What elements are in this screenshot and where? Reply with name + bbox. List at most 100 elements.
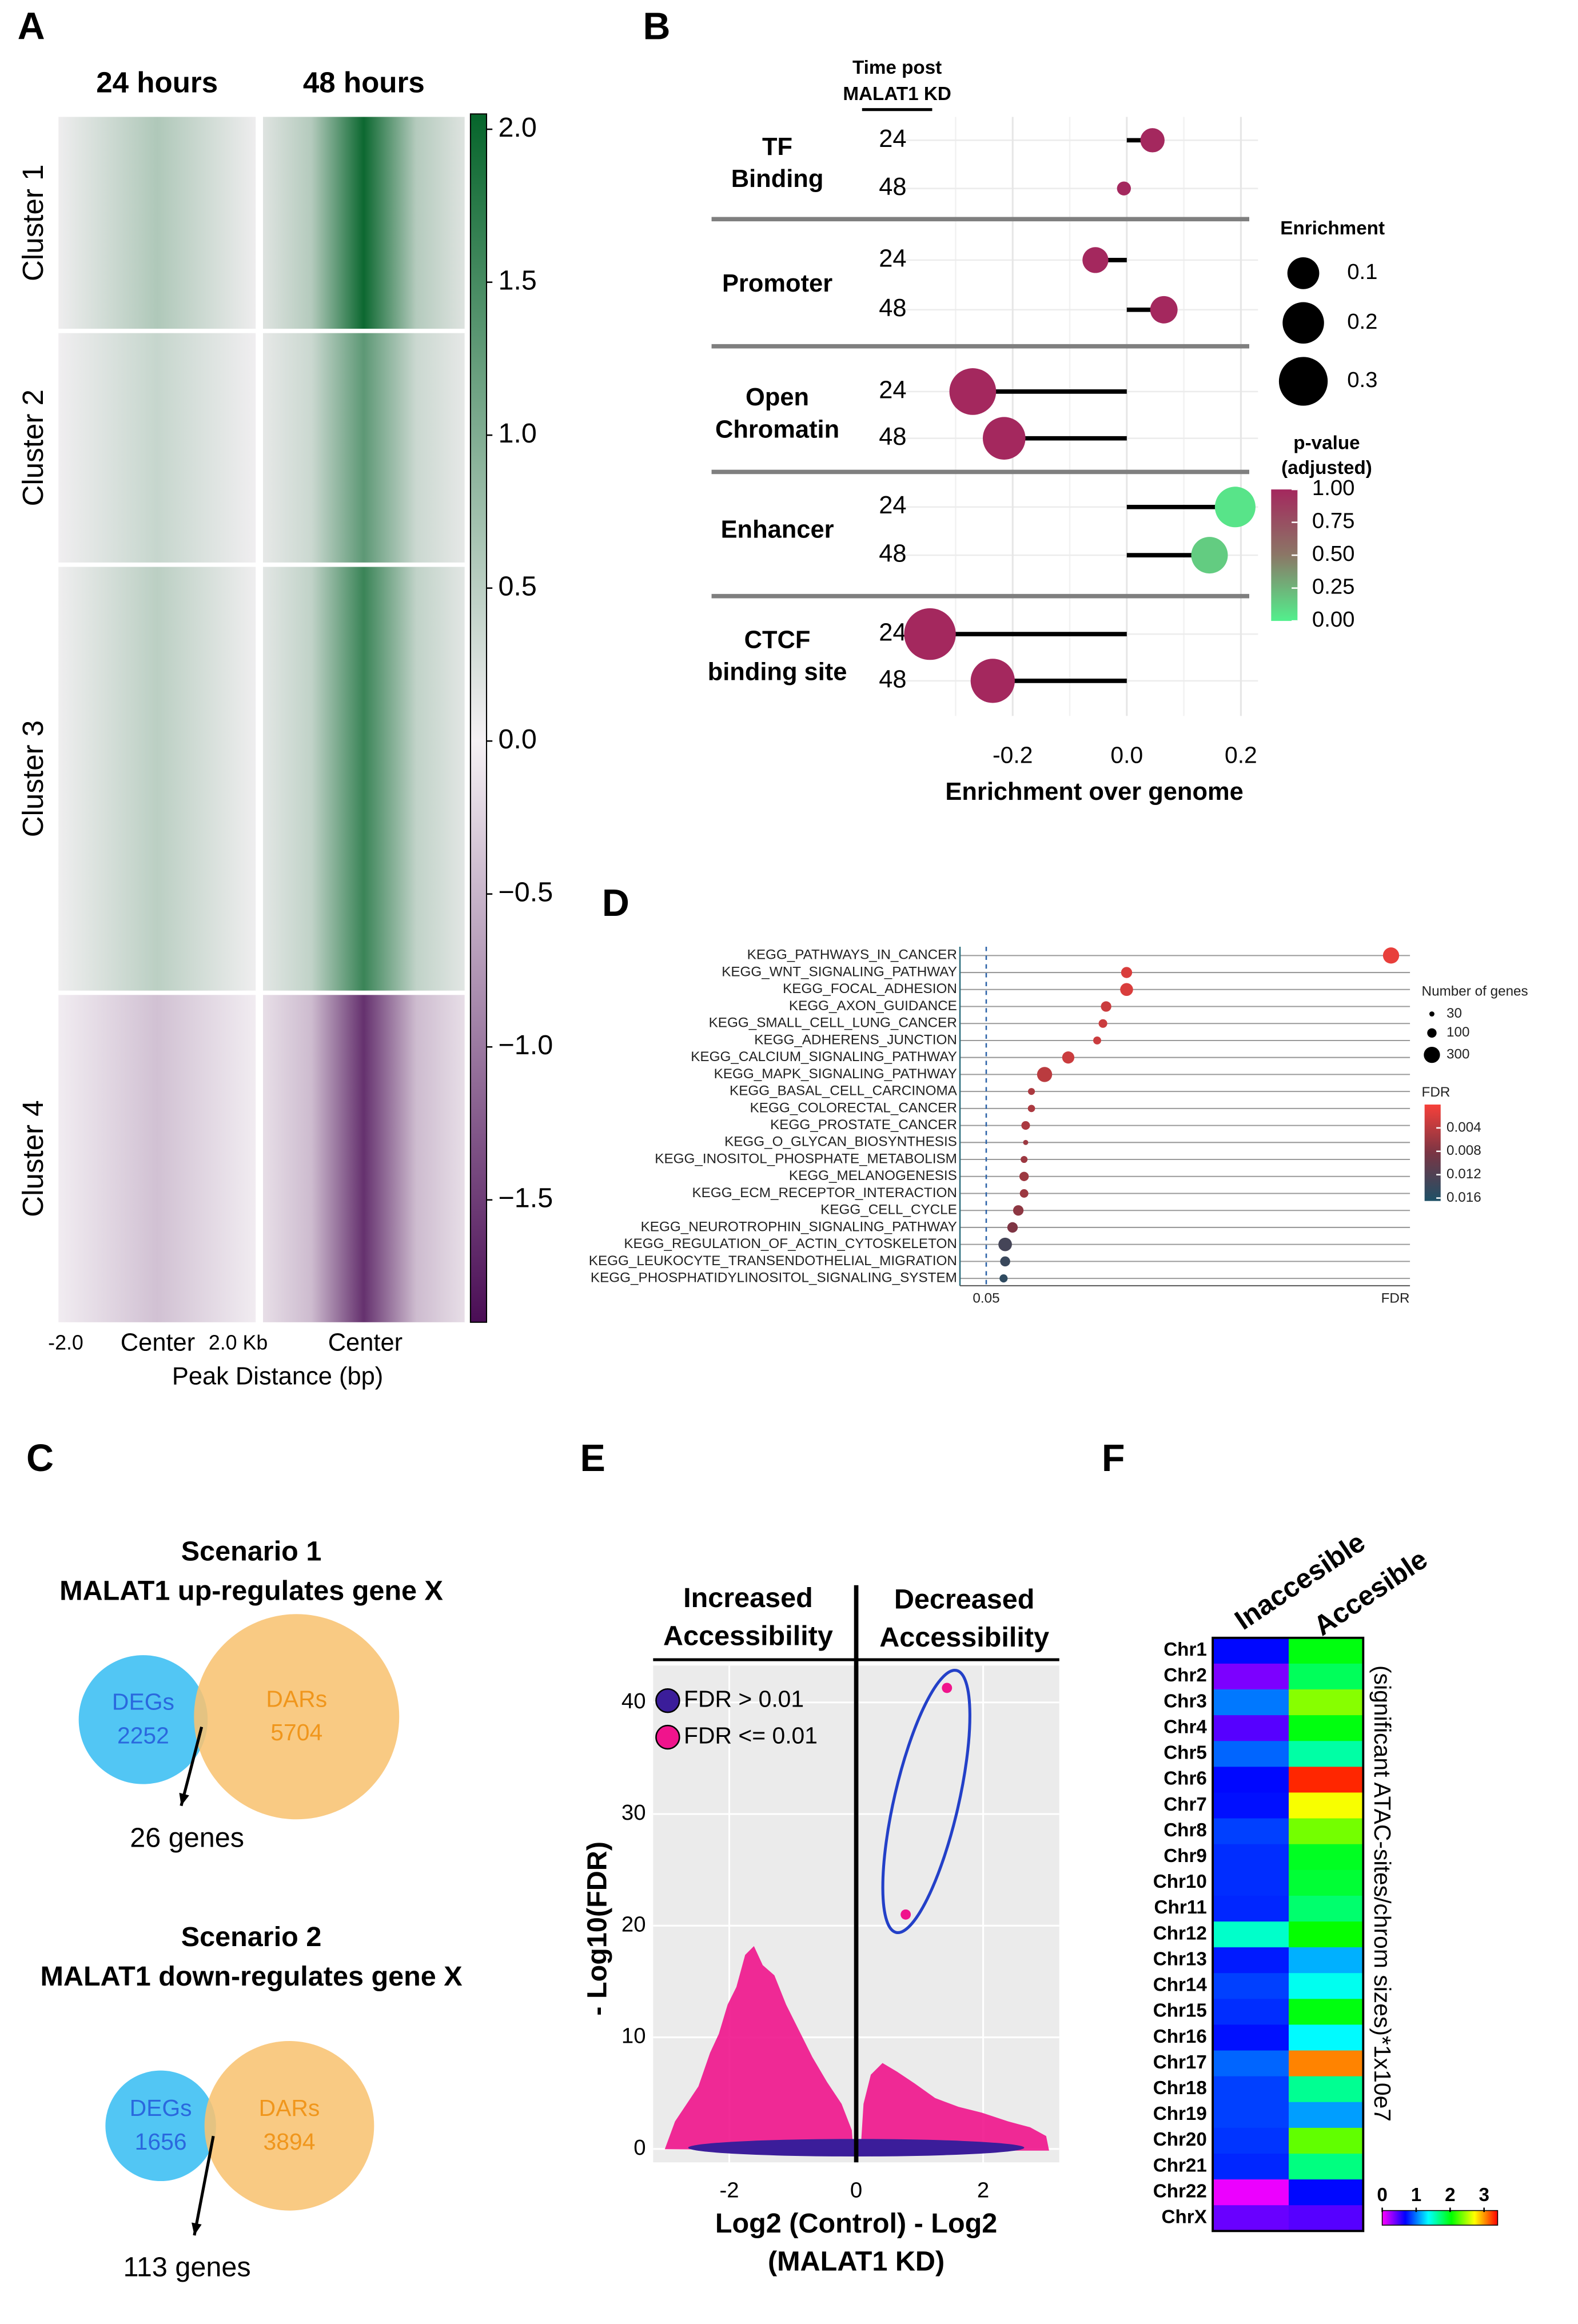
colorbar-tick-label: 0 bbox=[1377, 2185, 1387, 2206]
point bbox=[942, 1683, 953, 1693]
arrow-shaft bbox=[193, 2135, 215, 2236]
heatmap-cell bbox=[1289, 1741, 1364, 1768]
dot bbox=[1382, 947, 1400, 964]
row-label: Chr15 bbox=[1153, 2000, 1207, 2022]
heatmap-stripe bbox=[263, 117, 465, 329]
arrow-head bbox=[192, 2222, 202, 2236]
size-legend-dot bbox=[1278, 357, 1328, 406]
category-label: KEGG_NEUROTROPHIN_SIGNALING_PATHWAY bbox=[641, 1219, 957, 1234]
category-label: KEGG_LEUKOCYTE_TRANSENDOTHELIAL_MIGRATIO… bbox=[589, 1253, 957, 1269]
set-name: DEGs bbox=[112, 1689, 174, 1715]
heatmap-cell bbox=[1289, 1689, 1364, 1716]
heatmap-cell bbox=[1289, 1637, 1364, 1664]
y-tick-label: 30 bbox=[621, 1800, 646, 1825]
time-label: 24 bbox=[879, 376, 906, 404]
category-label: KEGG_CELL_CYCLE bbox=[820, 1202, 957, 1218]
row-label: Chr2 bbox=[1163, 1665, 1207, 1686]
category-label: KEGG_PROSTATE_CANCER bbox=[770, 1117, 957, 1133]
heatmap-cell bbox=[1289, 2154, 1364, 2180]
row-label: Chr6 bbox=[1163, 1768, 1207, 1789]
header: MALAT1 KD bbox=[843, 83, 951, 105]
dot bbox=[1019, 1171, 1029, 1181]
category-label: KEGG_SMALL_CELL_LUNG_CANCER bbox=[709, 1015, 957, 1031]
time-label: 24 bbox=[879, 125, 906, 153]
heatmap-cell bbox=[1213, 1973, 1289, 2000]
dot bbox=[1000, 1256, 1010, 1267]
size-legend-dot bbox=[1282, 302, 1324, 344]
legend-label: FDR > 0.01 bbox=[684, 1685, 804, 1712]
x-tick-label: 0.0 bbox=[1110, 742, 1143, 768]
row-label: Chr10 bbox=[1153, 1871, 1207, 1892]
heatmap-cell bbox=[1213, 2076, 1289, 2103]
colorbar-label: (significant ATAC-sites/chrom sizes)*1x1… bbox=[1369, 1665, 1396, 2122]
size-legend-label: 300 bbox=[1446, 1047, 1470, 1062]
x-tick-label: -2 bbox=[719, 2178, 739, 2202]
time-label: 48 bbox=[879, 540, 906, 568]
time-label: 48 bbox=[879, 294, 906, 322]
panel-label: F bbox=[1102, 1437, 1125, 1480]
group-label: Enhancer bbox=[721, 516, 834, 543]
point bbox=[900, 1909, 911, 1920]
heatmap-cell bbox=[1213, 1689, 1289, 1716]
category-label: KEGG_REGULATION_OF_ACTIN_CYTOSKELETON bbox=[624, 1236, 957, 1251]
x-tick-label: 0.2 bbox=[1225, 742, 1257, 768]
category-label: KEGG_PATHWAYS_IN_CANCER bbox=[747, 947, 957, 963]
time-label: 24 bbox=[879, 619, 906, 647]
row-label: Chr22 bbox=[1153, 2181, 1207, 2202]
heatmap-cell bbox=[1289, 2127, 1364, 2154]
row-label: Chr20 bbox=[1153, 2129, 1207, 2150]
colorbar-tick-label: −1.5 bbox=[498, 1183, 553, 1214]
legend-swatch bbox=[655, 1688, 680, 1713]
colorbar-tick-label: 1.00 bbox=[1312, 476, 1355, 500]
heatmap-border bbox=[1212, 1636, 1365, 2233]
y-tick-label: 0 bbox=[633, 2135, 645, 2160]
size-legend-label: 30 bbox=[1446, 1006, 1462, 1021]
colorbar bbox=[1381, 2210, 1499, 2226]
colorbar bbox=[469, 113, 488, 1323]
venn-set bbox=[105, 2070, 216, 2182]
category-label: KEGG_MELANOGENESIS bbox=[789, 1168, 957, 1183]
heatmap-cell bbox=[1289, 1792, 1364, 1819]
legend-swatch bbox=[655, 1724, 680, 1750]
colorbar-tick-label: 0.008 bbox=[1446, 1143, 1481, 1158]
row-label: Chr11 bbox=[1154, 1897, 1207, 1918]
row-label: Cluster 4 bbox=[17, 1100, 49, 1217]
dot bbox=[1027, 1105, 1035, 1113]
y-tick-label: 20 bbox=[621, 1912, 646, 1936]
row-label: Chr4 bbox=[1163, 1716, 1207, 1737]
row-label: Cluster 1 bbox=[17, 164, 49, 281]
group-label: Chromatin bbox=[715, 416, 839, 443]
time-label: 24 bbox=[879, 245, 906, 272]
colorbar-tick-label: 0.016 bbox=[1446, 1190, 1481, 1205]
row-label: Chr17 bbox=[1153, 2052, 1207, 2073]
y-tick-label: 10 bbox=[621, 2024, 646, 2048]
row-label: Cluster 2 bbox=[17, 389, 49, 507]
colorbar-tick-label: 1 bbox=[1411, 2185, 1421, 2206]
dot bbox=[1093, 1037, 1101, 1045]
heatmap-cell bbox=[1289, 1844, 1364, 1871]
dot bbox=[1023, 1139, 1029, 1145]
category-label: KEGG_BASAL_CELL_CARCINOMA bbox=[730, 1083, 958, 1099]
heatmap-stripe bbox=[263, 567, 465, 991]
scenario-title: Scenario 2 bbox=[181, 1922, 322, 1952]
heatmap-cell bbox=[1289, 2102, 1364, 2128]
heatmap-cell bbox=[1213, 1947, 1289, 1974]
heatmap-cell bbox=[1289, 1895, 1364, 1922]
category-label: KEGG_ECM_RECEPTOR_INTERACTION bbox=[692, 1185, 957, 1201]
heatmap-cell bbox=[1213, 1922, 1289, 1948]
heatmap-cell bbox=[1213, 1715, 1289, 1741]
dot bbox=[1121, 967, 1133, 978]
set-name: DEGs bbox=[130, 2095, 192, 2121]
size-legend-dot bbox=[1429, 1011, 1434, 1017]
dot bbox=[1013, 1205, 1024, 1216]
row-label: Chr7 bbox=[1163, 1794, 1207, 1815]
heatmap-cell bbox=[1213, 1741, 1289, 1768]
row-label: Chr16 bbox=[1153, 2026, 1207, 2047]
x-axis-label: Enrichment over genome bbox=[945, 778, 1243, 806]
heatmap-cell bbox=[1213, 1999, 1289, 2026]
heatmap-cell bbox=[1289, 1818, 1364, 1845]
x-tick-label: 0.05 bbox=[973, 1290, 999, 1306]
point-cloud bbox=[860, 2063, 1049, 2151]
